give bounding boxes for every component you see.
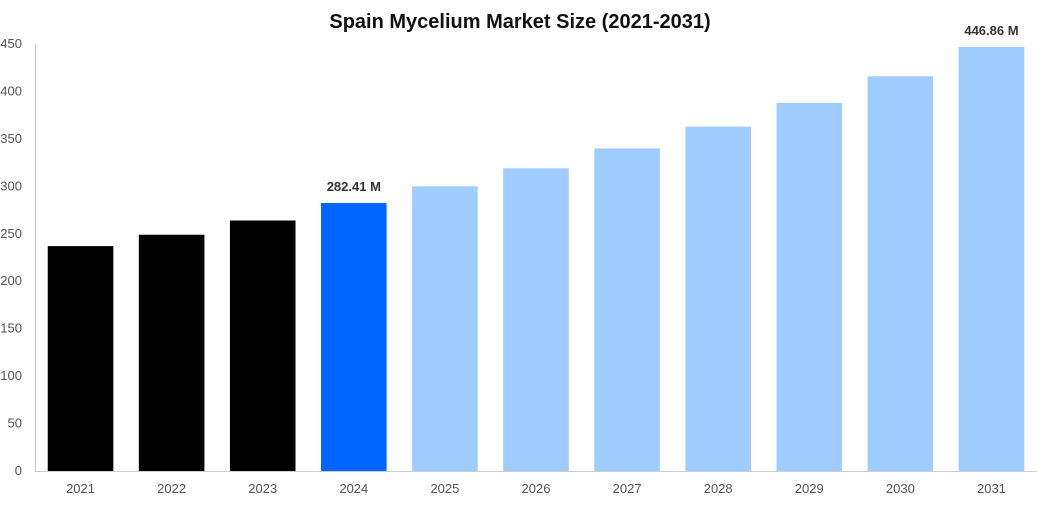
bar-2029 (776, 102, 843, 471)
y-axis: 0 50 100 150 200 250 300 350 400 450 (0, 36, 22, 478)
y-tick-label: 300 (0, 178, 22, 193)
y-tick-label: 250 (0, 226, 22, 241)
bars (47, 46, 1025, 472)
y-tick-label: 400 (0, 83, 22, 98)
bar-2023 (229, 220, 296, 471)
y-tick-label: 200 (0, 273, 22, 288)
x-tick-label: 2025 (430, 481, 459, 496)
bar-2027 (594, 148, 660, 471)
data-label-2031: 446.86 M (964, 23, 1018, 38)
y-tick-label: 50 (8, 416, 22, 431)
data-label-2024: 282.41 M (327, 179, 381, 194)
x-tick-label: 2026 (522, 481, 551, 496)
x-tick-label: 2029 (795, 481, 824, 496)
bar-2031 (958, 46, 1025, 471)
bar-2026 (503, 168, 569, 471)
y-tick-label: 0 (15, 463, 22, 478)
x-tick-label: 2022 (157, 481, 186, 496)
x-tick-label: 2031 (977, 481, 1006, 496)
y-tick-label: 350 (0, 131, 22, 146)
x-axis: 2021 2022 2023 2024 2025 2026 2027 2028 2029 2030… (66, 481, 1006, 496)
bar-2021 (47, 246, 114, 471)
x-tick-label: 2024 (339, 481, 368, 496)
data-labels: 282.41 M 446.86 M (327, 23, 1019, 194)
x-tick-label: 2023 (248, 481, 277, 496)
bar-2030 (867, 76, 934, 472)
x-tick-label: 2028 (704, 481, 733, 496)
bar-2024 (321, 203, 387, 471)
chart-title: Spain Mycelium Market Size (2021-2031) (329, 11, 710, 33)
x-tick-label: 2030 (886, 481, 915, 496)
x-tick-label: 2021 (66, 481, 95, 496)
y-tick-label: 450 (0, 36, 22, 51)
y-tick-label: 100 (0, 368, 22, 383)
bar-2028 (685, 126, 751, 471)
bar-2025 (412, 186, 478, 472)
y-tick-label: 150 (0, 321, 22, 336)
bar-2022 (138, 234, 205, 471)
x-tick-label: 2027 (613, 481, 642, 496)
